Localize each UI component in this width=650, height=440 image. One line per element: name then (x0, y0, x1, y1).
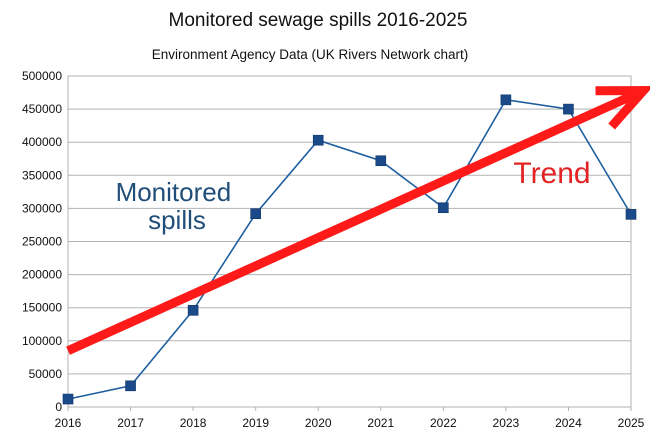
x-tick-label: 2021 (367, 416, 394, 430)
x-tick-label: 2025 (618, 416, 645, 430)
annotation-monitored-spills: Monitored spills (116, 177, 239, 235)
data-point (125, 380, 136, 392)
y-tick-label: 300000 (22, 201, 62, 215)
x-tick-label: 2017 (117, 416, 144, 430)
data-point (438, 202, 449, 214)
y-tick-label: 250000 (22, 235, 62, 249)
x-tick-label: 2022 (430, 416, 457, 430)
data-point (563, 103, 574, 115)
trend-arrow (66, 86, 650, 355)
chart-title: Monitored sewage spills 2016-2025 (169, 10, 468, 31)
gridlines (68, 75, 631, 408)
y-tick-label: 0 (55, 400, 62, 414)
trend-shaft (66, 90, 637, 355)
data-point (312, 134, 324, 146)
x-tick-label: 2016 (55, 416, 82, 430)
series-spills (62, 94, 637, 405)
data-point (187, 305, 199, 316)
y-tick-label: 400000 (22, 135, 62, 149)
x-tick-label: 2018 (180, 416, 207, 430)
y-tick-label: 150000 (22, 301, 62, 315)
x-tick-label: 2023 (493, 416, 520, 430)
y-tick-label: 50000 (29, 367, 63, 381)
x-axis-tick-labels: 2016 2017 2018 2019 2020 2021 2022 2023 2024 2025 (55, 407, 645, 430)
x-tick-label: 2020 (305, 416, 332, 430)
trend-arrowhead (595, 86, 650, 130)
data-point (625, 209, 637, 220)
y-tick-label: 200000 (22, 268, 62, 282)
data-point (500, 94, 512, 106)
plot-border (67, 75, 632, 408)
y-tick-label: 350000 (22, 168, 62, 182)
y-tick-label: 100000 (22, 334, 62, 348)
y-tick-label: 500000 (22, 69, 62, 83)
data-point (375, 155, 387, 167)
annotation-trend: Trend (513, 157, 590, 190)
series-line (67, 98, 632, 400)
y-axis-tick-labels: 0 50000 100000 150000 200000 250000 300000 3500… (22, 69, 62, 414)
x-tick-label: 2019 (242, 416, 269, 430)
data-point (62, 393, 74, 405)
x-tick-label: 2024 (555, 416, 582, 430)
data-point (250, 208, 261, 219)
y-tick-label: 450000 (22, 102, 62, 116)
chart-subtitle: Environment Agency Data (UK Rivers Netwo… (152, 47, 469, 62)
